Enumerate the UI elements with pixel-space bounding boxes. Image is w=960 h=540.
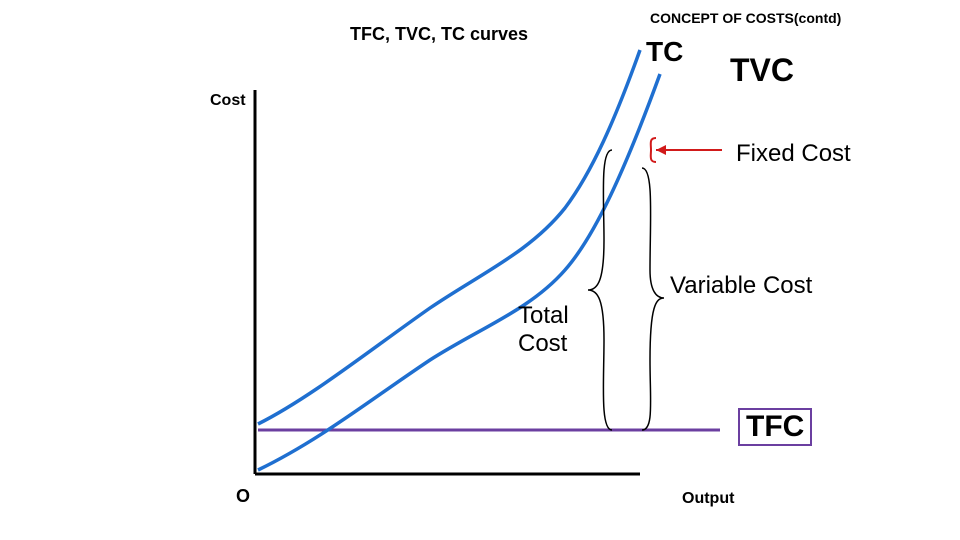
label-tc: TC	[646, 36, 683, 68]
brace-total-cost	[588, 150, 612, 430]
label-total-cost-line2: Cost	[518, 330, 567, 357]
label-tfc: TFC	[738, 408, 812, 446]
origin-label: O	[236, 486, 250, 507]
label-variable-cost: Variable Cost	[670, 272, 812, 300]
brace-variable-cost	[642, 168, 664, 430]
label-total-cost: Total Cost	[518, 302, 569, 358]
label-total-cost-line1: Total	[518, 302, 569, 329]
tc-curve	[258, 50, 640, 424]
y-axis-label: Cost	[210, 92, 246, 110]
arrow-fixed-cost-head	[656, 145, 666, 155]
label-tvc: TVC	[730, 52, 794, 89]
tvc-curve	[258, 74, 660, 470]
x-axis-label: Output	[682, 490, 734, 508]
chart-stage: TFC, TVC, TC curves CONCEPT OF COSTS(con…	[0, 0, 960, 540]
brace-fixed-cost	[651, 138, 656, 162]
chart-svg	[0, 0, 960, 540]
label-fixed-cost: Fixed Cost	[736, 140, 851, 168]
